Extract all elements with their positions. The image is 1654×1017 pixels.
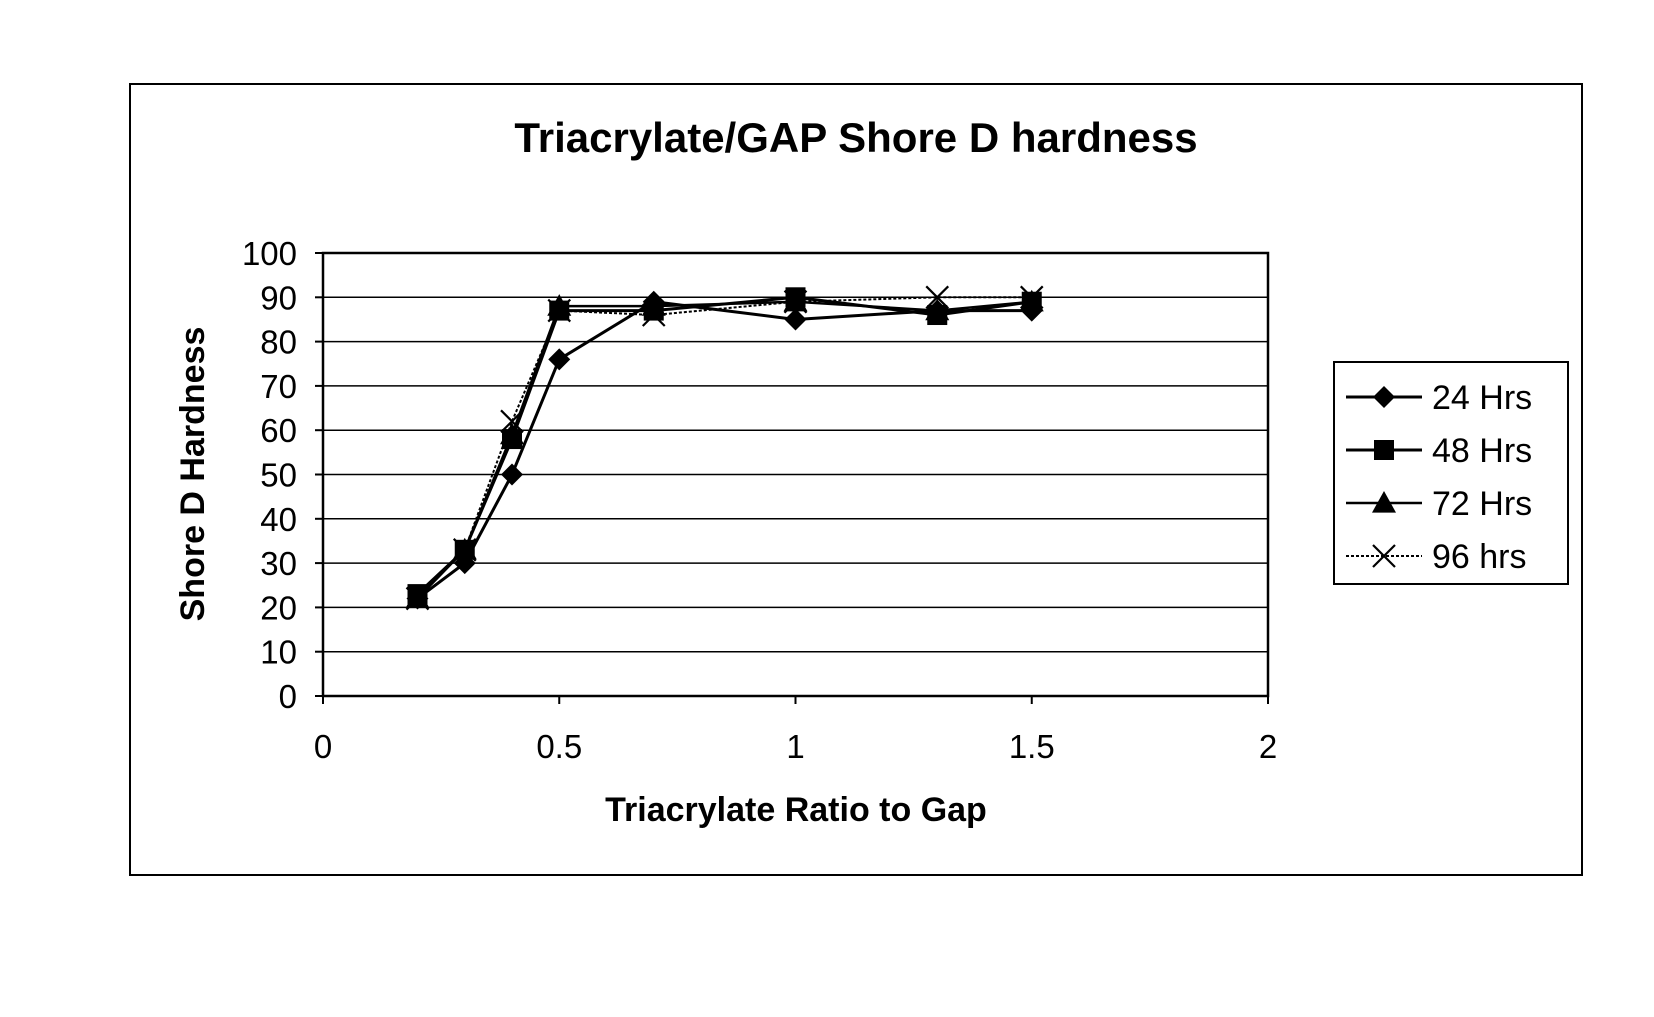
y-tick-label: 0 bbox=[279, 678, 297, 715]
legend: 24 Hrs 48 Hrs 72 Hrs 96 hrs bbox=[1334, 362, 1568, 584]
legend-label: 72 Hrs bbox=[1432, 485, 1532, 523]
y-tick-label: 10 bbox=[260, 634, 297, 671]
legend-label: 48 Hrs bbox=[1432, 432, 1532, 470]
y-tick-label: 50 bbox=[260, 457, 297, 494]
x-tick-label: 0.5 bbox=[536, 728, 582, 765]
x-tick-label: 2 bbox=[1259, 728, 1277, 765]
x-axis-label: Triacrylate Ratio to Gap bbox=[605, 791, 987, 829]
y-axis-label: Shore D Hardness bbox=[174, 327, 212, 622]
y-tick-label: 80 bbox=[260, 324, 297, 361]
legend-marker bbox=[1374, 440, 1394, 460]
x-tick-label: 1.5 bbox=[1009, 728, 1055, 765]
y-tick-label: 90 bbox=[260, 279, 297, 316]
y-tick-label: 100 bbox=[242, 235, 297, 272]
x-tick-label: 0 bbox=[314, 728, 332, 765]
y-tick-label: 70 bbox=[260, 368, 297, 405]
y-tick-label: 20 bbox=[260, 589, 297, 626]
y-tick-label: 60 bbox=[260, 412, 297, 449]
chart-title: Triacrylate/GAP Shore D hardness bbox=[514, 114, 1197, 161]
legend-label: 96 hrs bbox=[1432, 538, 1527, 576]
x-tick-label: 1 bbox=[786, 728, 804, 765]
y-tick-label: 30 bbox=[260, 545, 297, 582]
legend-label: 24 Hrs bbox=[1432, 379, 1532, 417]
y-tick-label: 40 bbox=[260, 501, 297, 538]
